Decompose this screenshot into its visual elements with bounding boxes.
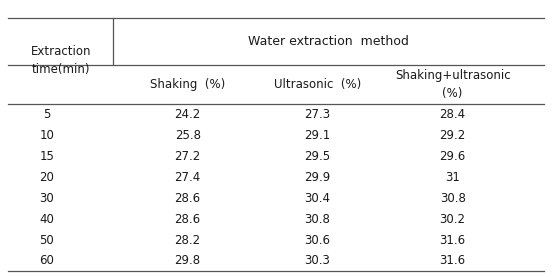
Text: Shaking+ultrasonic
(%): Shaking+ultrasonic (%): [395, 69, 511, 100]
Text: 40: 40: [40, 212, 54, 225]
Text: 30.8: 30.8: [440, 192, 465, 205]
Text: 29.6: 29.6: [439, 150, 466, 163]
Text: 27.3: 27.3: [304, 108, 331, 121]
Text: 30.3: 30.3: [305, 255, 330, 268]
Text: 29.5: 29.5: [304, 150, 331, 163]
Text: 20: 20: [40, 171, 54, 184]
Text: 30.4: 30.4: [304, 192, 331, 205]
Text: 24.2: 24.2: [174, 108, 201, 121]
Text: 29.8: 29.8: [174, 255, 201, 268]
Text: 15: 15: [40, 150, 54, 163]
Text: 28.6: 28.6: [174, 212, 201, 225]
Text: 30.2: 30.2: [439, 212, 466, 225]
Text: 30.8: 30.8: [305, 212, 330, 225]
Text: Shaking  (%): Shaking (%): [150, 78, 225, 91]
Text: 27.4: 27.4: [174, 171, 201, 184]
Text: 28.2: 28.2: [174, 234, 201, 247]
Text: 29.9: 29.9: [304, 171, 331, 184]
Text: 31.6: 31.6: [439, 234, 466, 247]
Text: 30: 30: [40, 192, 54, 205]
Text: 28.4: 28.4: [439, 108, 466, 121]
Text: 29.2: 29.2: [439, 129, 466, 142]
Text: 10: 10: [40, 129, 54, 142]
Text: 30.6: 30.6: [304, 234, 331, 247]
Text: 29.1: 29.1: [304, 129, 331, 142]
Text: 50: 50: [40, 234, 54, 247]
Text: 27.2: 27.2: [174, 150, 201, 163]
Text: Ultrasonic  (%): Ultrasonic (%): [274, 78, 361, 91]
Text: 25.8: 25.8: [174, 129, 201, 142]
Text: Water extraction  method: Water extraction method: [248, 35, 409, 48]
Text: 60: 60: [40, 255, 54, 268]
Text: Extraction
time(min): Extraction time(min): [30, 45, 91, 76]
Text: 31: 31: [445, 171, 460, 184]
Text: 31.6: 31.6: [439, 255, 466, 268]
Text: 5: 5: [43, 108, 51, 121]
Text: 28.6: 28.6: [174, 192, 201, 205]
